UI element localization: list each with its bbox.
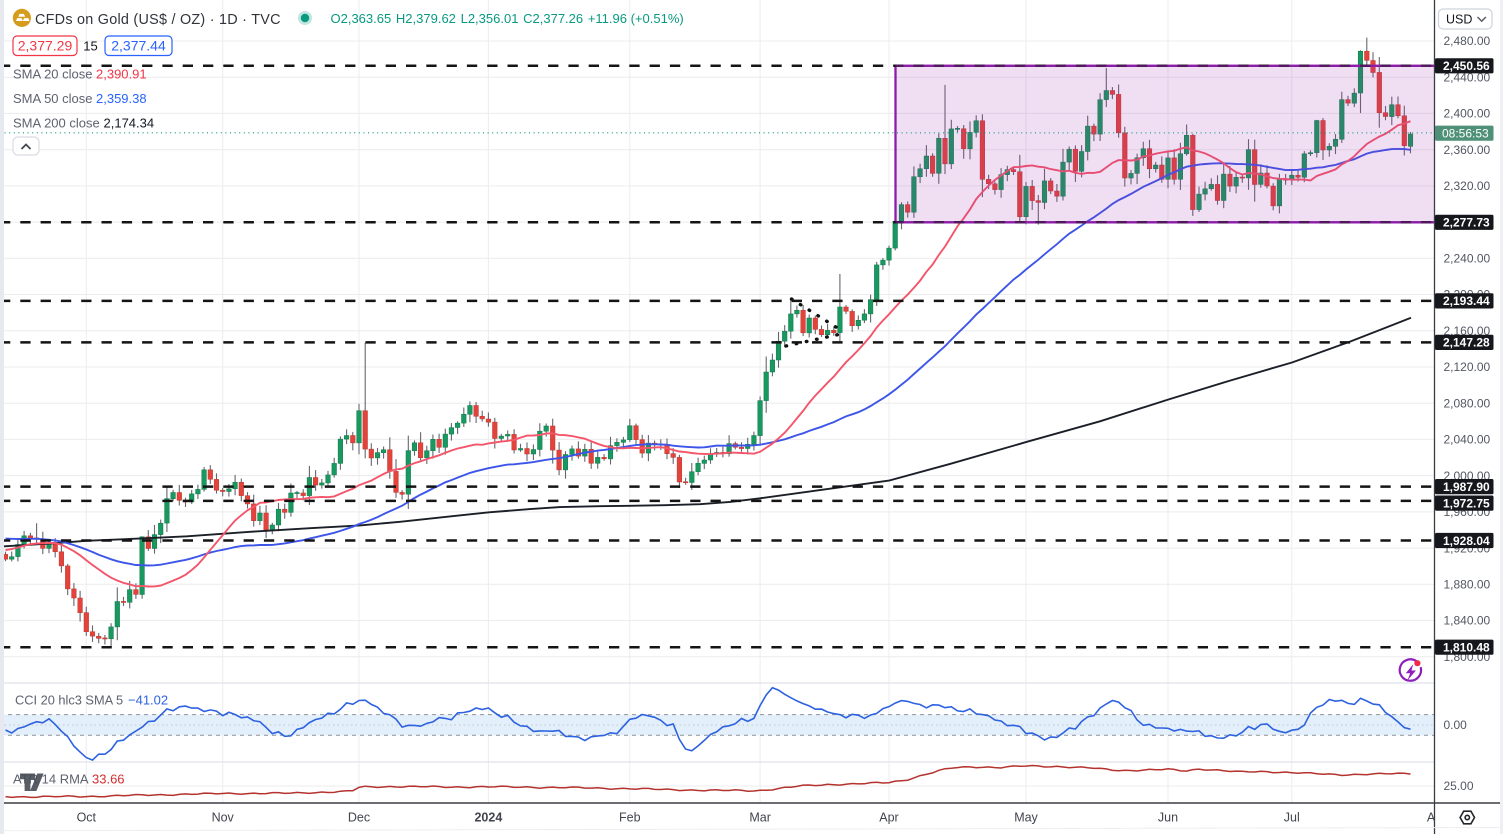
- svg-text:Nov: Nov: [212, 811, 235, 825]
- svg-text:SMA 20 close: SMA 20 close: [13, 67, 93, 82]
- svg-text:2,193.44: 2,193.44: [1443, 294, 1490, 308]
- svg-text:2,480.00: 2,480.00: [1444, 34, 1491, 48]
- svg-text:USD: USD: [1446, 13, 1472, 27]
- svg-text:2,359.38: 2,359.38: [96, 91, 147, 106]
- svg-text:Jul: Jul: [1284, 811, 1300, 825]
- svg-text:33.66: 33.66: [92, 772, 125, 787]
- svg-text:CCI 20 hlc3 SMA 5: CCI 20 hlc3 SMA 5: [15, 693, 123, 708]
- svg-text:2,377.29: 2,377.29: [18, 38, 73, 54]
- svg-text:Apr: Apr: [879, 811, 898, 825]
- svg-text:1,840.00: 1,840.00: [1444, 614, 1491, 628]
- svg-text:2,400.00: 2,400.00: [1444, 107, 1491, 121]
- svg-text:2,174.34: 2,174.34: [104, 116, 155, 131]
- svg-text:May: May: [1014, 811, 1038, 825]
- svg-text:1,972.75: 1,972.75: [1443, 496, 1490, 510]
- svg-text:2,390.91: 2,390.91: [96, 67, 147, 82]
- svg-text:2,450.56: 2,450.56: [1443, 59, 1490, 73]
- svg-text:O2,363.65 H2,379.62 L2,356.0: O2,363.65 H2,379.62 L2,356.01 C2,377.26 …: [331, 11, 684, 26]
- svg-text:Dec: Dec: [348, 811, 370, 825]
- svg-text:Mar: Mar: [749, 811, 771, 825]
- svg-text:2,240.00: 2,240.00: [1444, 252, 1491, 266]
- svg-text:Oct: Oct: [77, 811, 97, 825]
- svg-text:SMA 200 close: SMA 200 close: [13, 116, 100, 131]
- svg-text:2,360.00: 2,360.00: [1444, 143, 1491, 157]
- svg-text:2,080.00: 2,080.00: [1444, 396, 1491, 410]
- svg-text:2,120.00: 2,120.00: [1444, 360, 1491, 374]
- svg-text:2,440.00: 2,440.00: [1444, 70, 1491, 84]
- svg-text:CFDs on Gold (US$ / OZ) · 1D ·: CFDs on Gold (US$ / OZ) · 1D · TVC: [35, 12, 281, 28]
- svg-text:2,040.00: 2,040.00: [1444, 433, 1491, 447]
- svg-text:25.00: 25.00: [1444, 779, 1474, 793]
- svg-text:SMA 50 close: SMA 50 close: [13, 91, 93, 106]
- svg-text:1,987.90: 1,987.90: [1443, 480, 1490, 494]
- svg-text:1,928.04: 1,928.04: [1443, 534, 1490, 548]
- svg-text:2,160.00: 2,160.00: [1444, 324, 1491, 338]
- svg-text:Feb: Feb: [619, 811, 641, 825]
- svg-text:2024: 2024: [474, 811, 502, 825]
- svg-text:08:56:53: 08:56:53: [1442, 127, 1489, 141]
- svg-text:1,810.48: 1,810.48: [1443, 641, 1490, 655]
- svg-text:1,880.00: 1,880.00: [1444, 578, 1491, 592]
- svg-text:2,377.44: 2,377.44: [111, 38, 166, 54]
- svg-text:2,147.28: 2,147.28: [1443, 336, 1490, 350]
- svg-text:2,277.73: 2,277.73: [1443, 216, 1490, 230]
- svg-text:Au: Au: [1427, 811, 1442, 825]
- svg-text:2,320.00: 2,320.00: [1444, 179, 1491, 193]
- svg-text:0.00: 0.00: [1444, 718, 1468, 732]
- svg-text:−41.02: −41.02: [128, 693, 168, 708]
- svg-text:Jun: Jun: [1158, 811, 1178, 825]
- svg-text:15: 15: [83, 39, 97, 54]
